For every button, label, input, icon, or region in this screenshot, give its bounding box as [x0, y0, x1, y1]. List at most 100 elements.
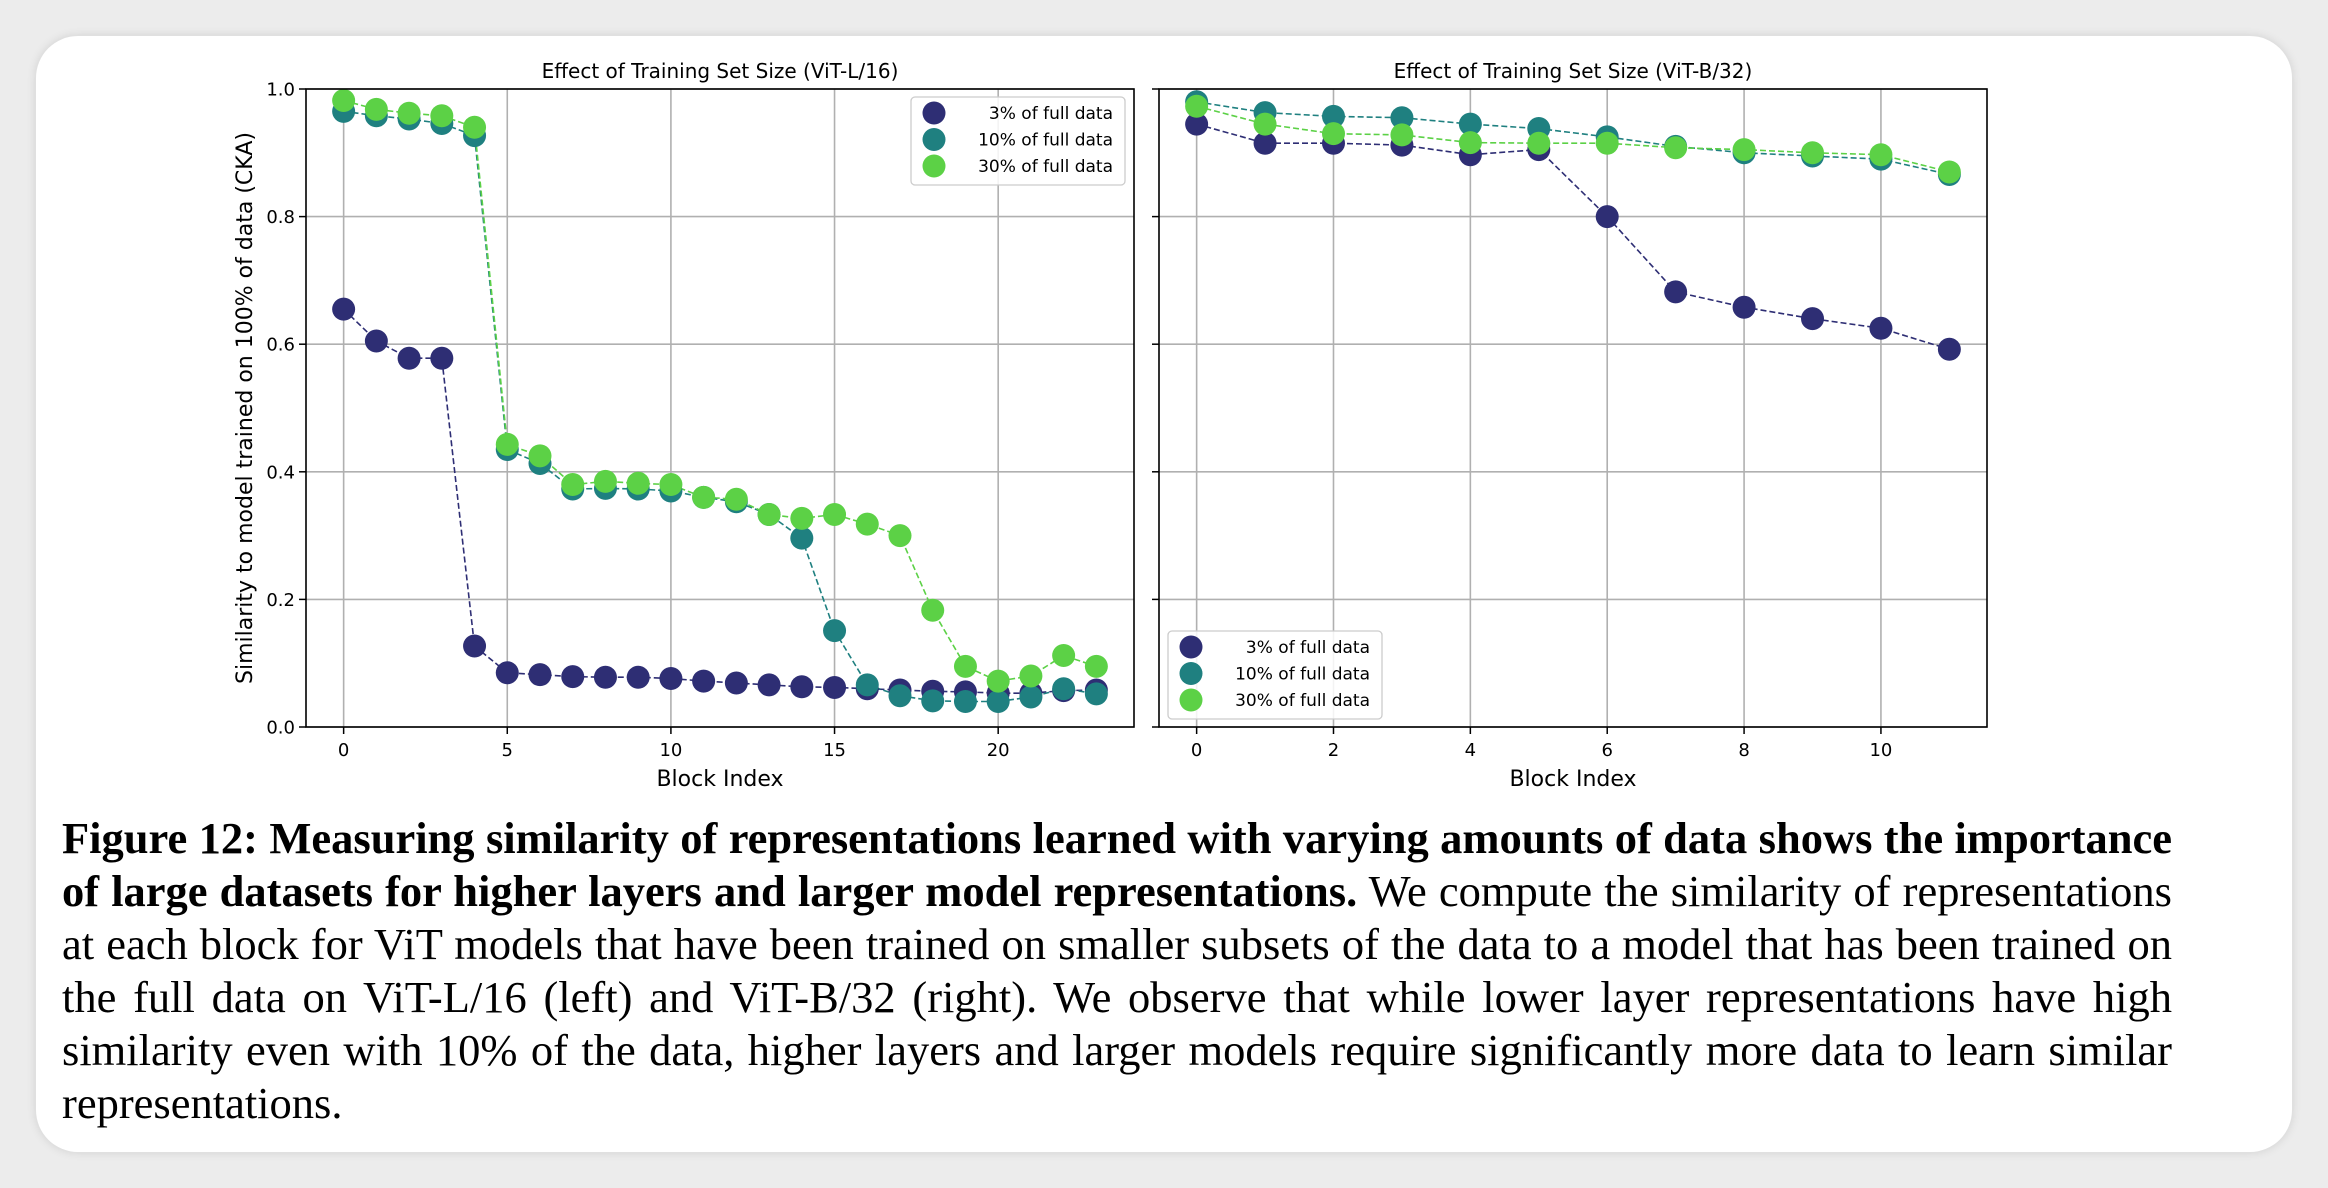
data-point [888, 684, 912, 708]
data-point [1732, 295, 1756, 319]
legend-label: 3% of full data [1246, 638, 1370, 658]
data-point [1084, 682, 1108, 706]
data-point [561, 665, 585, 689]
data-point [1732, 138, 1756, 162]
data-point [1084, 654, 1108, 678]
series-line-2 [1196, 101, 1950, 176]
data-point [1801, 307, 1825, 331]
data-point [1321, 122, 1345, 146]
data-point [495, 432, 519, 456]
data-point [528, 663, 552, 687]
data-point [790, 526, 814, 550]
y-tick-label: 0.8 [266, 207, 295, 228]
legend-marker [922, 128, 946, 151]
data-point [495, 661, 519, 685]
x-tick-label: 10 [1869, 740, 1892, 761]
figure-card [36, 36, 2292, 1152]
data-point [1185, 112, 1209, 136]
data-point [397, 101, 421, 125]
legend-label: 3% of full data [989, 104, 1113, 124]
series-line-1 [343, 308, 1097, 695]
caption-label: Figure 12: [62, 813, 258, 863]
chart-panel-2: 0 2 4 6 8 10 Effect of Training Set Size (ViT-… [1152, 59, 1988, 792]
legend-marker [1179, 688, 1203, 712]
chart-title: Effect of Training Set Size (ViT-L/16) [542, 59, 899, 83]
data-point [921, 689, 945, 713]
data-point [463, 115, 487, 139]
data-point [823, 675, 847, 699]
data-point [1185, 94, 1209, 118]
data-point [855, 673, 879, 697]
data-point [593, 665, 617, 689]
data-point [659, 473, 683, 497]
data-point [1595, 131, 1619, 155]
data-point [1869, 316, 1893, 340]
data-point [1052, 644, 1076, 668]
legend: 3% of full data 10% of full data 30% of fu… [1167, 630, 1383, 720]
chart-panel-1: 0 5 10 15 20 0.0 0.2 0.4 0.6 0.8 1.0 Effect of Trai… [233, 59, 1135, 792]
data-point [692, 485, 716, 509]
data-point [528, 444, 552, 468]
data-point [332, 88, 356, 112]
x-tick-label: 15 [823, 740, 846, 761]
y-tick-label: 1.0 [266, 80, 295, 101]
data-point [692, 669, 716, 693]
data-point [888, 524, 912, 548]
data-point [1019, 664, 1043, 688]
data-point [757, 673, 781, 697]
data-point [430, 104, 454, 128]
series-line-2 [343, 110, 1097, 703]
data-point [1595, 205, 1619, 229]
data-point [823, 503, 847, 527]
data-point [1253, 112, 1277, 136]
legend-label: 10% of full data [1235, 665, 1370, 685]
data-point [986, 689, 1010, 713]
legend-label: 10% of full data [978, 131, 1113, 151]
data-point [364, 329, 388, 353]
data-point [1253, 131, 1277, 155]
data-point [724, 487, 748, 511]
figure-caption: Figure 12: Measuring similarity of repre… [62, 812, 2172, 1130]
y-tick-label: 0.0 [266, 718, 295, 739]
x-tick-label: 0 [1191, 740, 1202, 761]
data-point [1321, 104, 1345, 128]
data-point [1458, 112, 1482, 136]
x-tick-label: 6 [1601, 740, 1612, 761]
data-point [790, 675, 814, 699]
x-tick-label: 20 [987, 740, 1010, 761]
x-tick-label: 2 [1328, 740, 1339, 761]
x-axis-label: Block Index [1509, 767, 1636, 792]
legend: 3% of full data 10% of full data 30% of fu… [910, 96, 1126, 186]
data-point [1458, 131, 1482, 155]
data-point [626, 665, 650, 689]
data-point [1937, 160, 1961, 184]
x-tick-label: 5 [502, 740, 513, 761]
data-point [1801, 141, 1825, 165]
data-point [397, 346, 421, 370]
plot-frame [305, 88, 1135, 728]
data-point [757, 503, 781, 527]
data-point [953, 689, 977, 713]
data-point [593, 469, 617, 493]
data-point [430, 346, 454, 370]
data-point [724, 671, 748, 695]
y-tick-label: 0.6 [266, 335, 295, 356]
series-line-3 [1196, 105, 1950, 173]
x-tick-label: 8 [1738, 740, 1749, 761]
data-point [1390, 106, 1414, 130]
legend-label: 30% of full data [978, 157, 1113, 177]
data-point [1052, 677, 1076, 701]
legend-marker [1179, 662, 1203, 685]
y-tick-label: 0.2 [266, 590, 295, 611]
x-tick-label: 4 [1465, 740, 1476, 761]
data-point [790, 506, 814, 530]
legend-marker [922, 154, 946, 178]
data-point [953, 654, 977, 678]
data-point [855, 512, 879, 536]
legend-box [910, 96, 1126, 186]
data-point [1019, 685, 1043, 709]
plot-frame [1158, 88, 1988, 728]
data-point [1937, 337, 1961, 361]
legend-marker [922, 101, 946, 125]
